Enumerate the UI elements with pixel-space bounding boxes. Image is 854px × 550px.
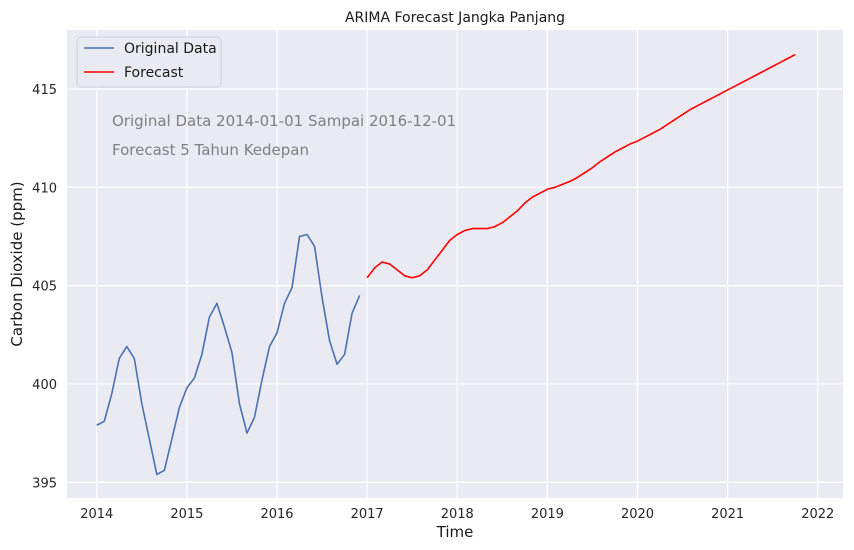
tick-labels: 2014 2015 2016 2017 2018 2019 2020 2021 2022 395 4… <box>32 83 834 522</box>
y-tick-label: 400 <box>32 378 57 393</box>
legend-label-forecast: Forecast <box>124 65 184 81</box>
x-tick-label: 2016 <box>260 507 293 522</box>
x-tick-label: 2017 <box>351 507 384 522</box>
legend-label-original: Original Data <box>124 41 217 57</box>
y-tick-label: 395 <box>32 476 57 491</box>
series-line-forecast <box>366 53 796 279</box>
plot-area <box>67 30 843 498</box>
series-line-original-data <box>96 233 361 476</box>
legend-box <box>76 36 222 88</box>
x-tick-label: 2015 <box>170 507 203 522</box>
x-tick-label: 2019 <box>531 507 564 522</box>
legend: Original Data Forecast <box>76 36 222 88</box>
x-tick-label: 2021 <box>711 507 744 522</box>
grid <box>67 30 843 498</box>
x-tick-label: 2014 <box>80 507 113 522</box>
x-tick-label: 2022 <box>801 507 834 522</box>
x-tick-label: 2018 <box>441 507 474 522</box>
y-tick-label: 410 <box>32 181 57 196</box>
y-tick-label: 415 <box>32 83 57 98</box>
annotation-original-range: Original Data 2014-01-01 Sampai 2016-12-… <box>112 112 456 130</box>
annotation-forecast-horizon: Forecast 5 Tahun Kedepan <box>112 141 309 159</box>
y-tick-label: 405 <box>32 280 57 295</box>
x-axis-label: Time <box>436 523 474 541</box>
chart-title: ARIMA Forecast Jangka Panjang <box>345 10 565 26</box>
series-layer <box>96 53 796 476</box>
y-axis-label: Carbon Dioxide (ppm) <box>8 181 26 346</box>
x-tick-label: 2020 <box>621 507 654 522</box>
